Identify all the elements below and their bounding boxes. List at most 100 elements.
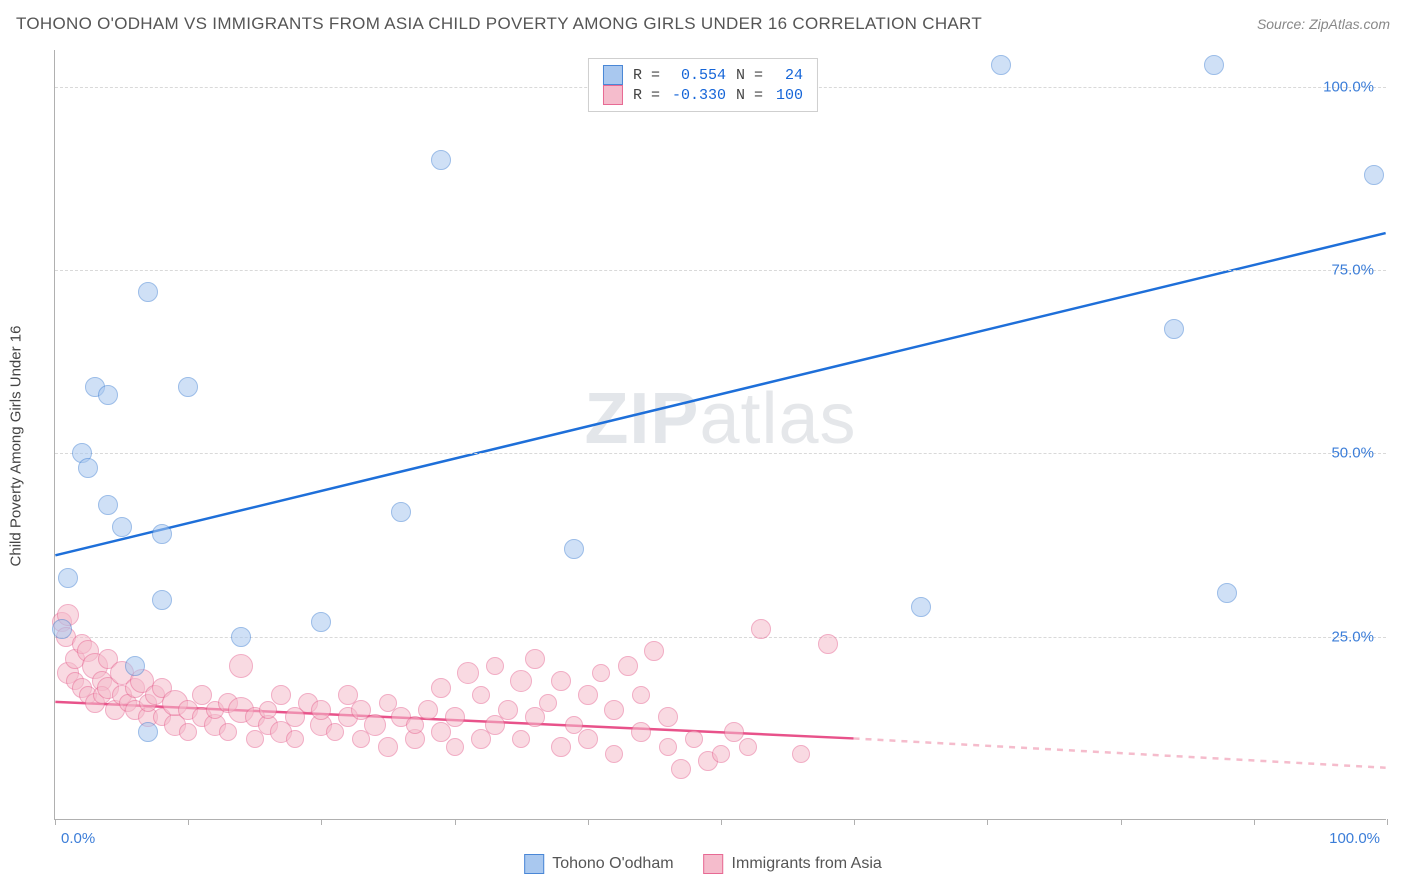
x-tick-mark — [1387, 819, 1388, 825]
scatter-point — [551, 737, 571, 757]
scatter-point — [472, 686, 490, 704]
y-axis-label: Child Poverty Among Girls Under 16 — [8, 326, 25, 567]
y-tick-label: 50.0% — [1331, 445, 1374, 462]
scatter-point — [229, 654, 253, 678]
scatter-point — [98, 385, 118, 405]
x-tick-mark — [721, 819, 722, 825]
scatter-point — [991, 55, 1011, 75]
scatter-point — [618, 656, 638, 676]
scatter-point — [592, 664, 610, 682]
swatch-a-icon — [524, 854, 544, 874]
scatter-point — [658, 707, 678, 727]
scatter-point — [259, 701, 277, 719]
r-value-b: -0.330 — [670, 87, 726, 104]
scatter-point — [685, 730, 703, 748]
scatter-point — [52, 619, 72, 639]
scatter-point — [539, 694, 557, 712]
scatter-point — [431, 678, 451, 698]
scatter-point — [1217, 583, 1237, 603]
scatter-point — [792, 745, 810, 763]
watermark-bold: ZIP — [584, 379, 699, 459]
x-tick-mark — [1254, 819, 1255, 825]
scatter-point — [378, 737, 398, 757]
scatter-point — [486, 657, 504, 675]
scatter-point — [739, 738, 757, 756]
scatter-point — [604, 700, 624, 720]
gridline-h — [55, 637, 1386, 638]
y-tick-label: 75.0% — [1331, 262, 1374, 279]
scatter-point — [138, 282, 158, 302]
chart-title: TOHONO O'ODHAM VS IMMIGRANTS FROM ASIA C… — [16, 14, 982, 34]
y-tick-label: 25.0% — [1331, 628, 1374, 645]
scatter-point — [498, 700, 518, 720]
chart-container: TOHONO O'ODHAM VS IMMIGRANTS FROM ASIA C… — [0, 0, 1406, 892]
scatter-point — [418, 700, 438, 720]
legend-row-a: R = 0.554 N = 24 — [603, 65, 803, 85]
plot-area: ZIPatlas 0.0% 100.0% 25.0%50.0%75.0%100.… — [54, 50, 1386, 820]
scatter-point — [178, 377, 198, 397]
scatter-point — [138, 722, 158, 742]
scatter-point — [391, 502, 411, 522]
n-value-a: 24 — [773, 67, 803, 84]
legend-item-a: Tohono O'odham — [524, 854, 673, 874]
r-label-a: R = — [633, 67, 660, 84]
title-bar: TOHONO O'ODHAM VS IMMIGRANTS FROM ASIA C… — [16, 14, 1390, 34]
scatter-point — [659, 738, 677, 756]
scatter-point — [246, 730, 264, 748]
r-label-b: R = — [633, 87, 660, 104]
watermark: ZIPatlas — [584, 378, 856, 460]
x-tick-mark — [455, 819, 456, 825]
scatter-point — [1204, 55, 1224, 75]
scatter-point — [445, 707, 465, 727]
scatter-point — [911, 597, 931, 617]
scatter-point — [1164, 319, 1184, 339]
y-tick-label: 100.0% — [1323, 78, 1374, 95]
scatter-point — [578, 685, 598, 705]
scatter-point — [818, 634, 838, 654]
scatter-point — [525, 707, 545, 727]
gridline-h — [55, 270, 1386, 271]
x-tick-mark — [1121, 819, 1122, 825]
scatter-point — [179, 723, 197, 741]
n-value-b: 100 — [773, 87, 803, 104]
x-tick-mark — [588, 819, 589, 825]
x-tick-mark — [55, 819, 56, 825]
scatter-point — [525, 649, 545, 669]
swatch-series-a — [603, 65, 623, 85]
legend-row-b: R = -0.330 N = 100 — [603, 85, 803, 105]
x-tick-mark — [188, 819, 189, 825]
source-attribution: Source: ZipAtlas.com — [1257, 16, 1390, 32]
legend-item-b: Immigrants from Asia — [704, 854, 882, 874]
scatter-point — [644, 641, 664, 661]
scatter-point — [152, 524, 172, 544]
x-tick-mark — [987, 819, 988, 825]
swatch-series-b — [603, 85, 623, 105]
watermark-light: atlas — [699, 379, 856, 459]
n-label-b: N = — [736, 87, 763, 104]
legend-label-a: Tohono O'odham — [552, 855, 673, 873]
x-tick-max: 100.0% — [1329, 830, 1380, 847]
scatter-point — [510, 670, 532, 692]
scatter-point — [326, 723, 344, 741]
scatter-point — [457, 662, 479, 684]
scatter-point — [406, 716, 424, 734]
scatter-point — [751, 619, 771, 639]
r-value-a: 0.554 — [670, 67, 726, 84]
x-tick-mark — [321, 819, 322, 825]
scatter-point — [605, 745, 623, 763]
correlation-legend: R = 0.554 N = 24 R = -0.330 N = 100 — [588, 58, 818, 112]
scatter-point — [58, 568, 78, 588]
trend-lines-svg — [55, 50, 1386, 819]
scatter-point — [364, 714, 386, 736]
gridline-h — [55, 453, 1386, 454]
series-legend: Tohono O'odham Immigrants from Asia — [524, 854, 882, 874]
scatter-point — [671, 759, 691, 779]
swatch-b-icon — [704, 854, 724, 874]
scatter-point — [78, 458, 98, 478]
scatter-point — [125, 656, 145, 676]
scatter-point — [311, 612, 331, 632]
scatter-point — [1364, 165, 1384, 185]
scatter-point — [219, 723, 237, 741]
scatter-point — [712, 745, 730, 763]
scatter-point — [512, 730, 530, 748]
